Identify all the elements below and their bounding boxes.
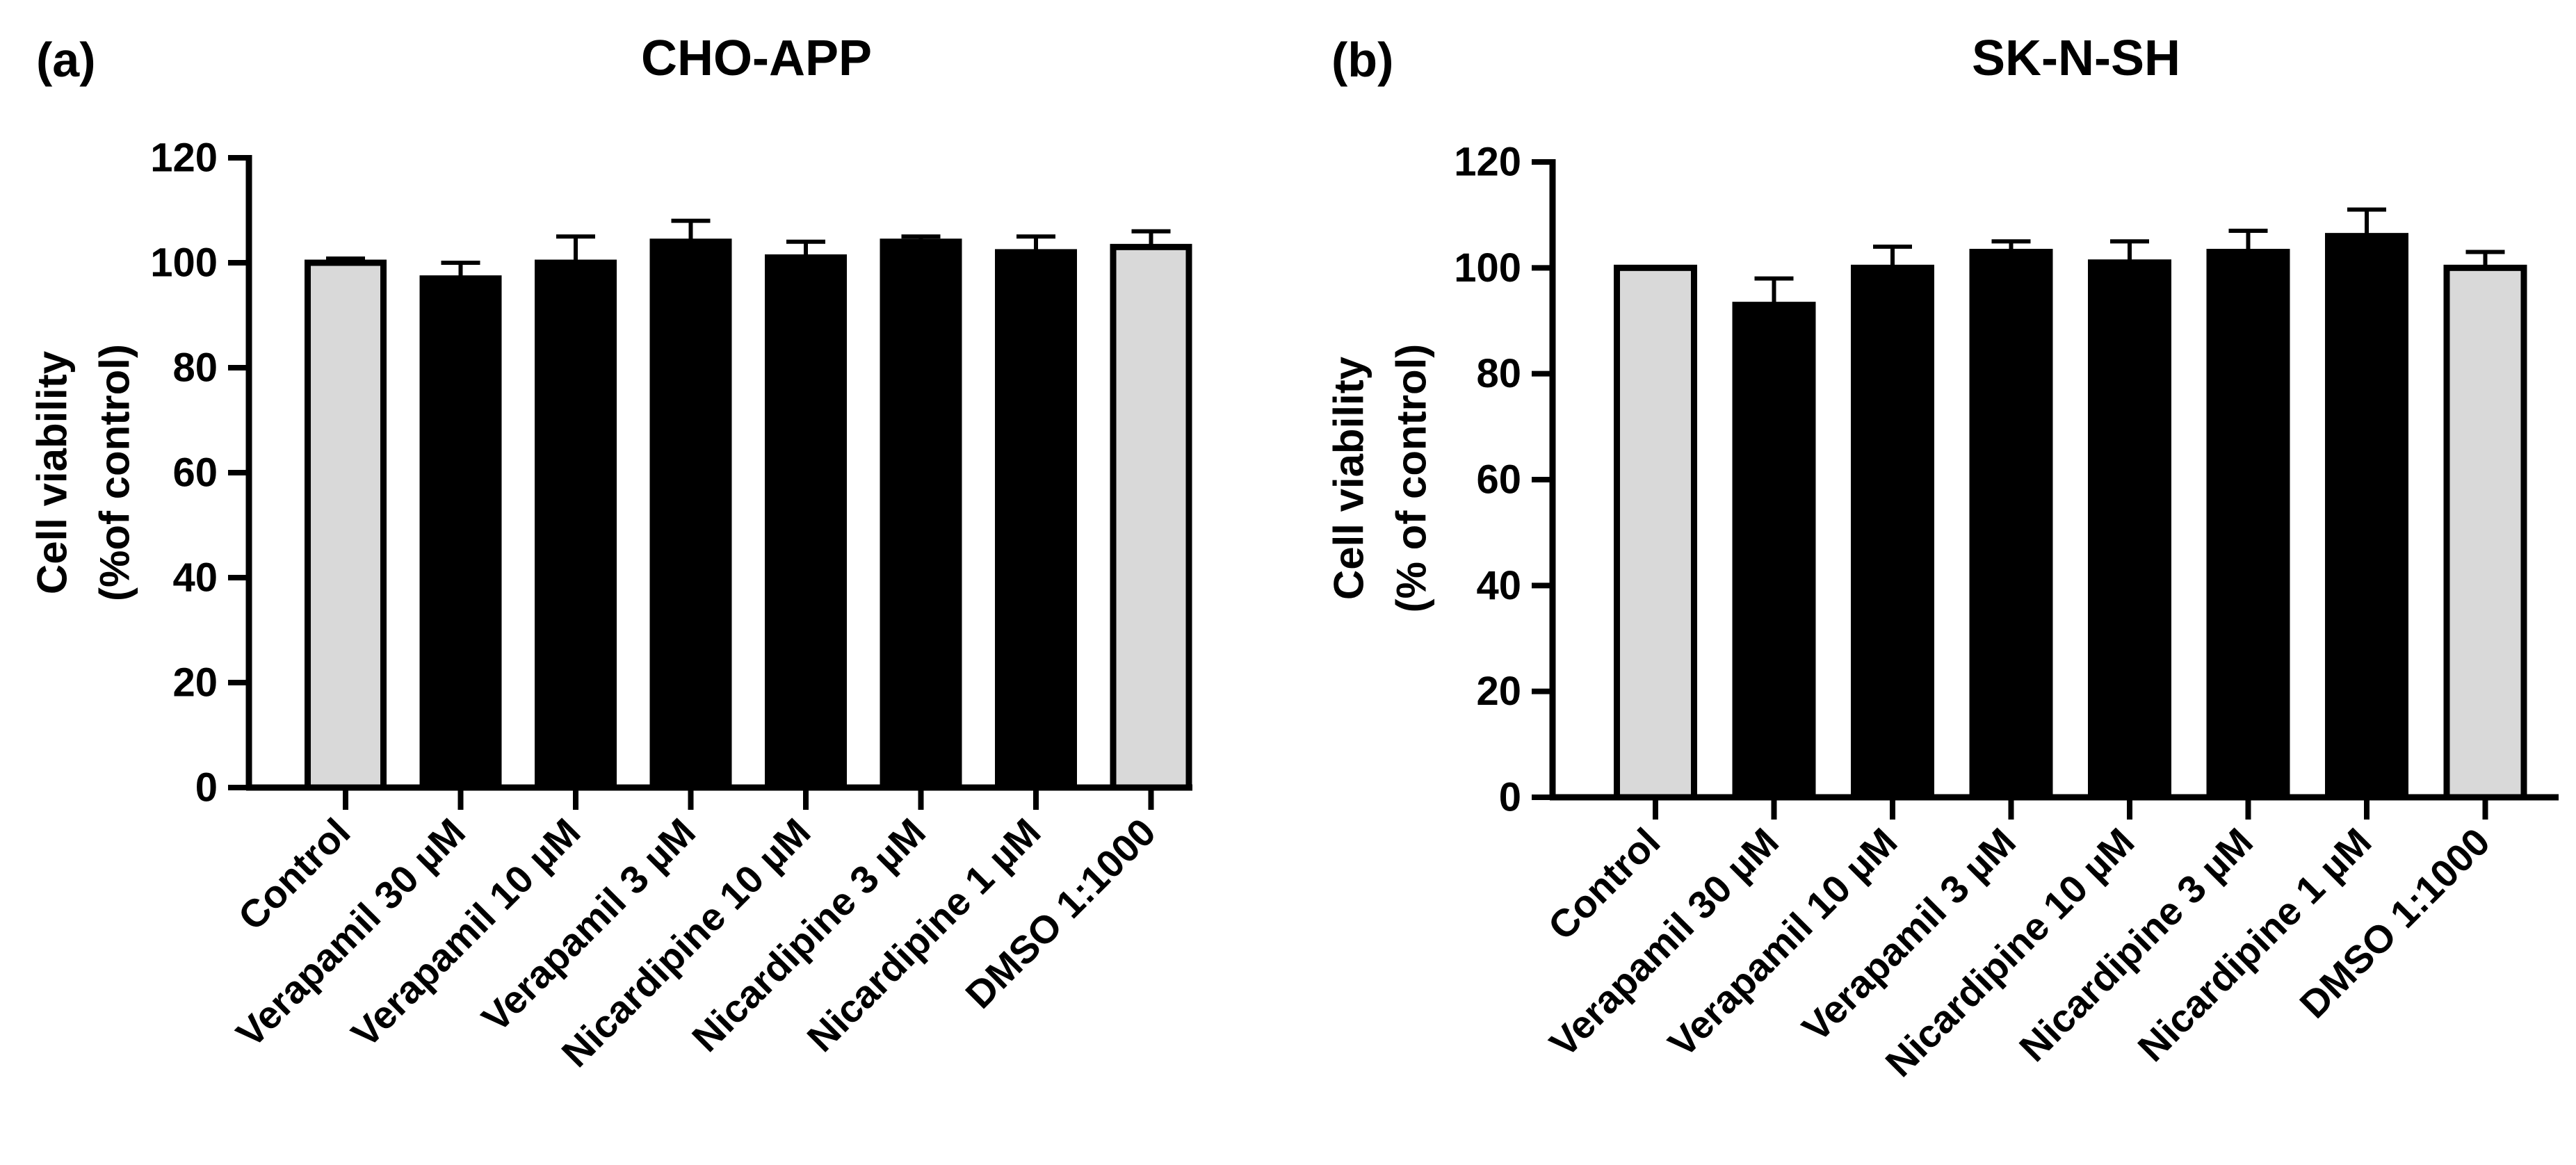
y-tick-label: 80 <box>172 345 218 391</box>
bar <box>1851 264 1934 801</box>
y-tick-label: 80 <box>1476 351 1521 396</box>
category-label: Verapamil 3 µM <box>1794 820 2024 1050</box>
y-tick-label: 20 <box>172 660 218 706</box>
chart-title: CHO-APP <box>641 31 872 86</box>
y-tick-label: 60 <box>172 450 218 496</box>
bar <box>2325 233 2408 801</box>
category-label: Verapamil 10 µM <box>1660 820 1906 1066</box>
bar <box>305 259 387 791</box>
y-tick-label: 0 <box>195 765 218 810</box>
bar <box>419 275 502 791</box>
bar <box>1969 248 2053 801</box>
y-tick-label: 40 <box>1476 563 1521 608</box>
y-tick-label: 120 <box>1454 140 1521 185</box>
y-tick-label: 20 <box>1476 669 1521 714</box>
category-label: Verapamil 3 µM <box>473 810 704 1040</box>
bar <box>2088 259 2171 801</box>
y-tick-label: 120 <box>150 136 218 181</box>
y-tick-label: 100 <box>150 241 218 286</box>
bar <box>1732 302 1816 801</box>
bar <box>535 259 617 791</box>
bar <box>995 249 1077 791</box>
bar <box>649 238 732 791</box>
y-tick-label: 100 <box>1454 245 1521 291</box>
bar <box>765 254 847 791</box>
panel-b: (b) SK-N-SH Cell viability (% of control) 0 2… <box>1326 31 2559 1085</box>
chart-title: SK-N-SH <box>1972 31 2180 86</box>
y-tick-label: 40 <box>172 555 218 601</box>
bar <box>2443 264 2527 801</box>
y-axis-label-line2: (% of control) <box>1388 344 1435 613</box>
bar <box>1614 264 1697 801</box>
panel-label: (b) <box>1331 33 1393 87</box>
bar <box>1110 243 1192 791</box>
y-axis-label-line2: (%of control) <box>92 344 138 601</box>
y-tick-label: 0 <box>1499 775 1521 820</box>
bar <box>2206 248 2290 801</box>
panel-a: (a) CHO-APP Cell viability (%of control) 0 20… <box>29 31 1192 1075</box>
category-label: Verapamil 30 µM <box>1541 820 1787 1066</box>
y-tick-label: 60 <box>1476 457 1521 503</box>
y-axis-label-line1: Cell viability <box>1326 356 1372 600</box>
bar <box>880 238 962 791</box>
panel-label: (a) <box>36 33 96 87</box>
y-axis-label-line1: Cell viability <box>29 350 76 594</box>
